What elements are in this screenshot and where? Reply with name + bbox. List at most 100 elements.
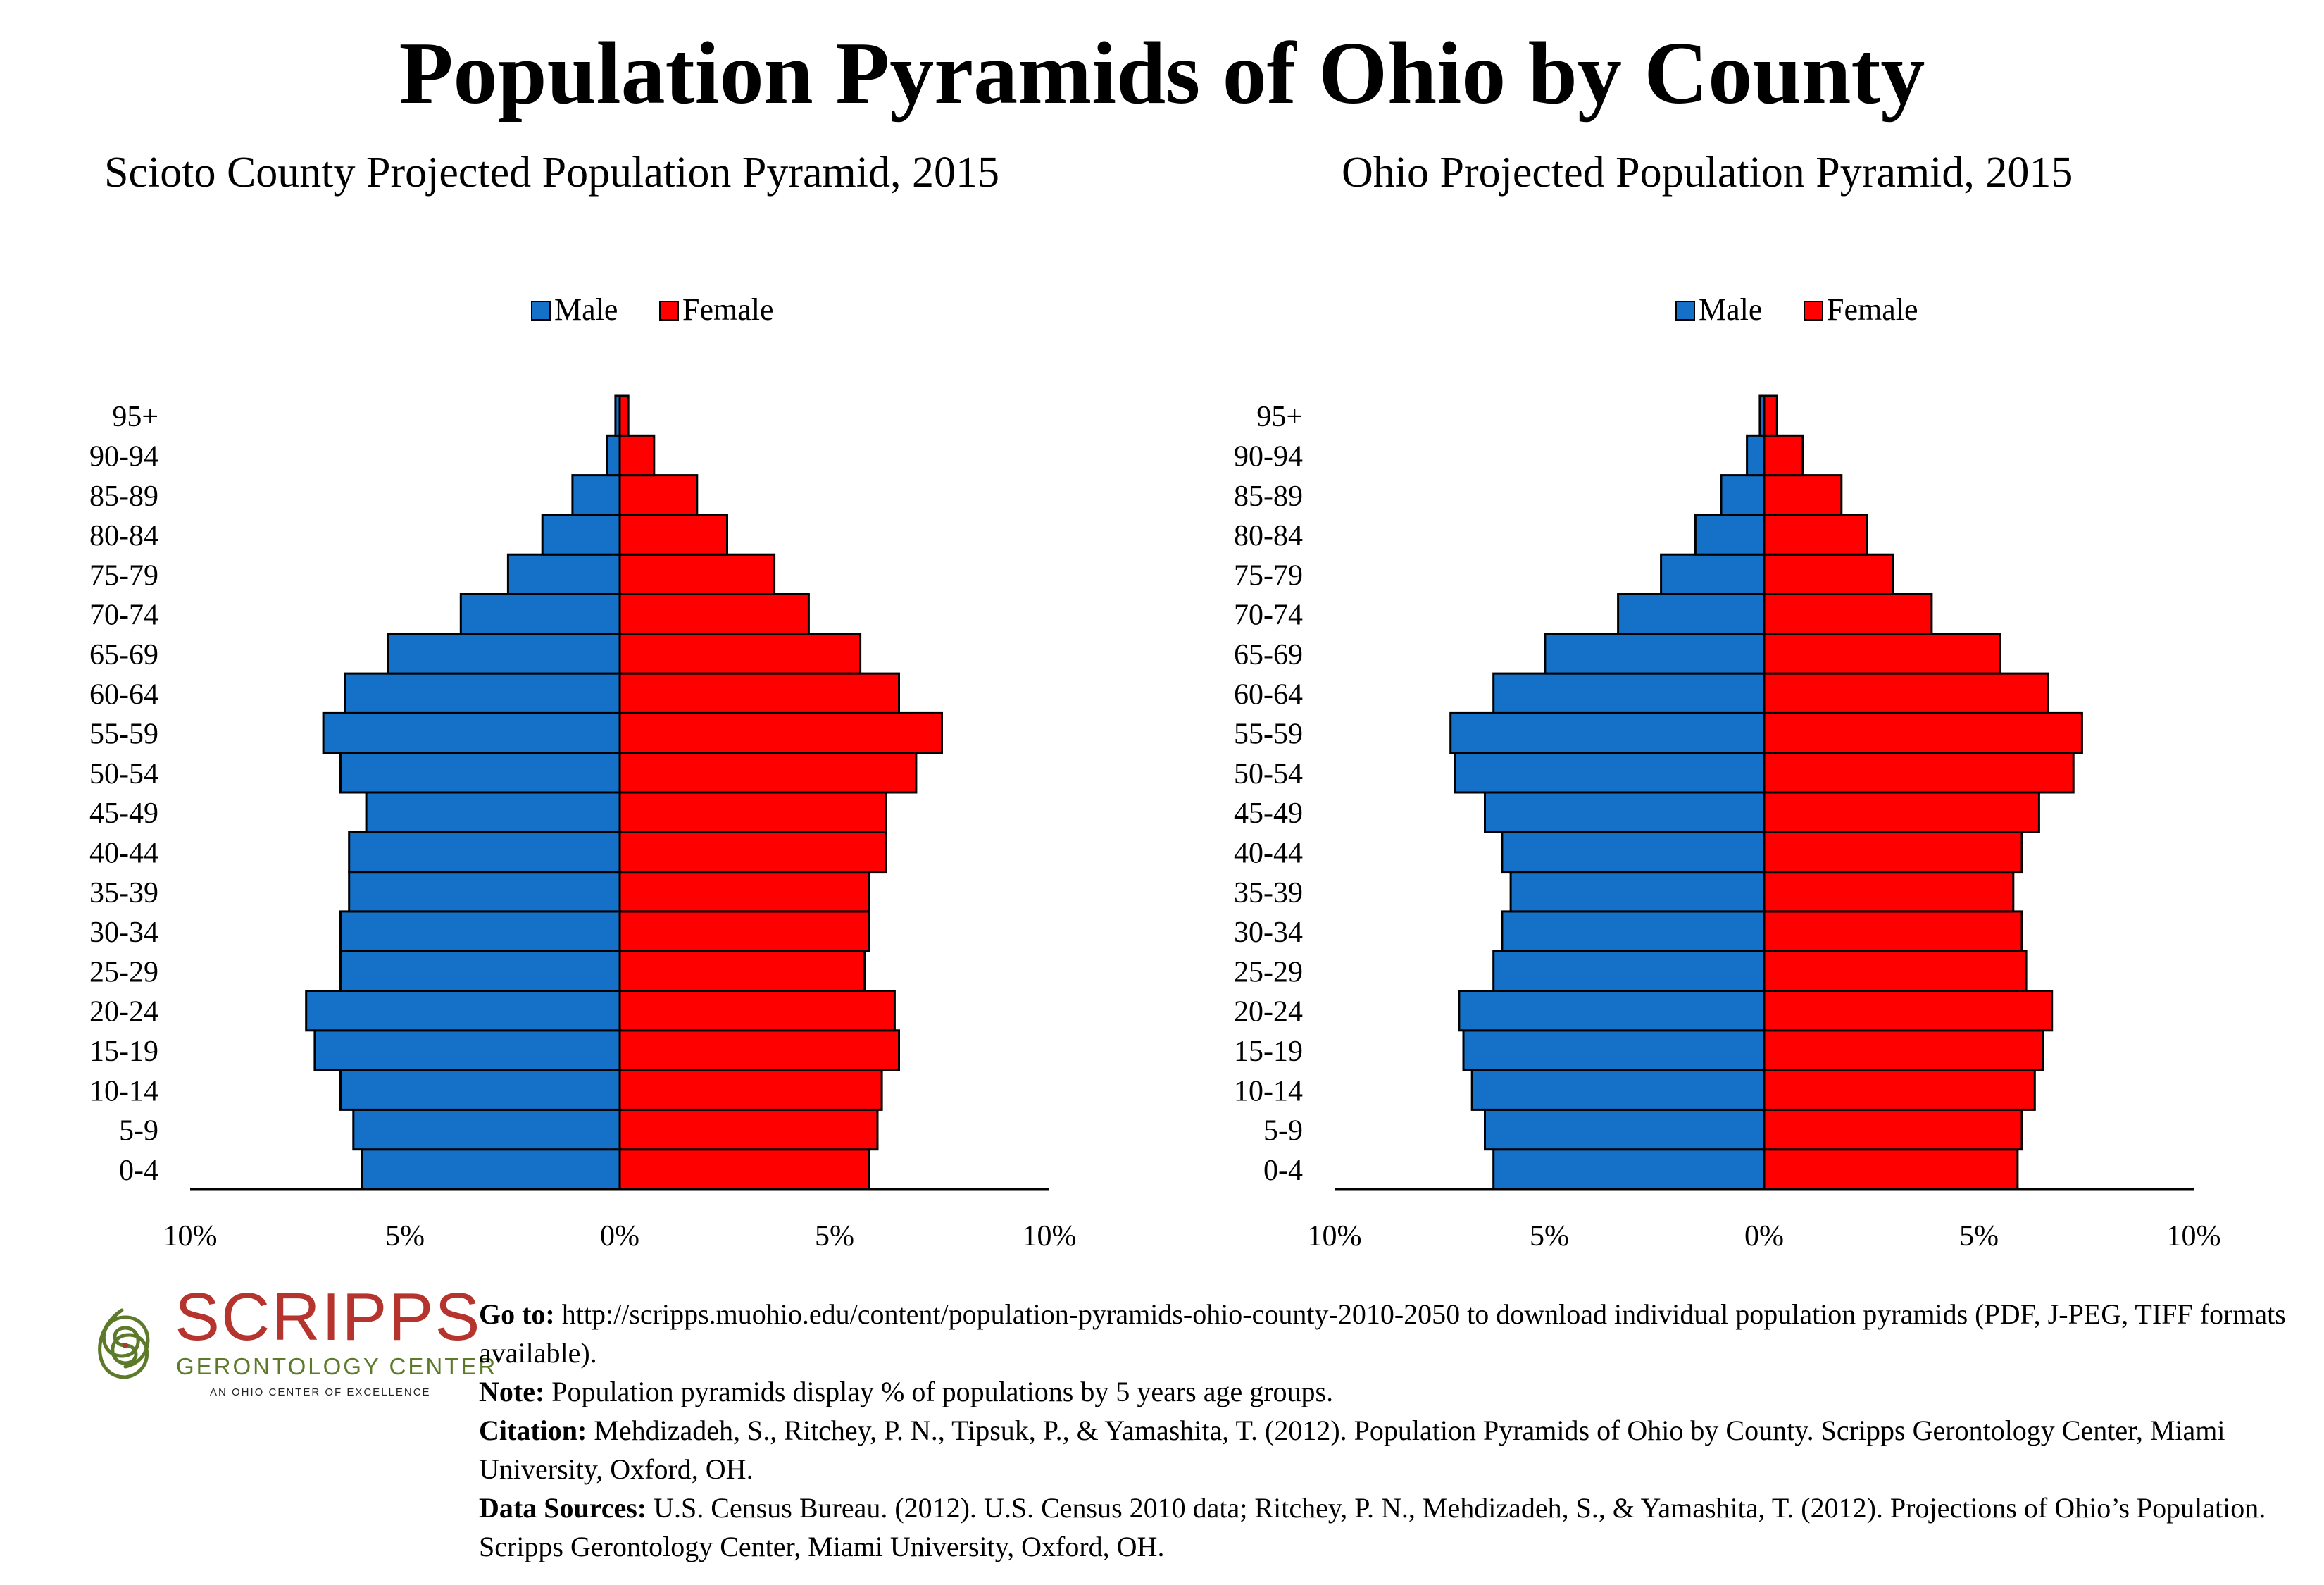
age-label: 15-19 bbox=[1234, 1036, 1303, 1068]
bar-male-85-89 bbox=[1720, 474, 1766, 516]
x-tick-label: 5% bbox=[385, 1220, 425, 1253]
x-tick-label: 5% bbox=[815, 1220, 854, 1253]
age-label: 60-64 bbox=[89, 678, 158, 711]
bar-male-80-84 bbox=[1694, 514, 1766, 556]
logo-wordmark: SCRIPPS bbox=[175, 1279, 482, 1355]
bar-male-0-4 bbox=[1492, 1148, 1766, 1191]
legend-label-male: Male bbox=[554, 292, 618, 327]
bar-male-0-4 bbox=[361, 1148, 621, 1191]
bar-female-90-94 bbox=[618, 434, 656, 477]
bar-female-45-49 bbox=[1763, 791, 2040, 833]
x-tick-label: 10% bbox=[163, 1220, 218, 1253]
bar-female-20-24 bbox=[618, 990, 896, 1032]
sources-line: Data Sources: U.S. Census Bureau. (2012)… bbox=[479, 1488, 2310, 1566]
age-label: 5-9 bbox=[119, 1115, 158, 1148]
chart-title-scioto: Scioto County Projected Population Pyram… bbox=[104, 149, 999, 197]
bar-female-50-54 bbox=[618, 752, 918, 794]
bar-male-75-79 bbox=[1660, 553, 1766, 596]
bar-female-75-79 bbox=[618, 553, 776, 596]
age-label: 85-89 bbox=[1234, 480, 1303, 513]
bar-female-60-64 bbox=[1763, 672, 2049, 714]
age-label: 10-14 bbox=[1234, 1075, 1303, 1107]
sources-text: U.S. Census Bureau. (2012). U.S. Census … bbox=[479, 1492, 2266, 1562]
citation-text: Mehdizadeh, S., Ritchey, P. N., Tipsuk, … bbox=[479, 1415, 2225, 1485]
bar-male-60-64 bbox=[344, 672, 621, 714]
note-label: Note: bbox=[479, 1376, 545, 1407]
bar-female-80-84 bbox=[618, 514, 728, 556]
age-label: 50-54 bbox=[1234, 758, 1303, 790]
legend-label-female: Female bbox=[1827, 292, 1918, 327]
bar-female-30-34 bbox=[1763, 910, 2023, 952]
goto-text: http://scripps.muohio.edu/content/popula… bbox=[479, 1298, 2286, 1369]
bar-female-95+ bbox=[618, 394, 630, 437]
age-label: 30-34 bbox=[1234, 916, 1303, 949]
sources-label: Data Sources: bbox=[479, 1492, 647, 1524]
bar-female-15-19 bbox=[1763, 1029, 2044, 1071]
legend-swatch-female bbox=[1804, 301, 1823, 321]
bar-male-80-84 bbox=[541, 514, 621, 556]
bar-male-45-49 bbox=[365, 791, 621, 833]
age-label: 95+ bbox=[1256, 401, 1303, 433]
bar-male-5-9 bbox=[352, 1108, 621, 1151]
bar-female-10-14 bbox=[1763, 1069, 2036, 1111]
age-label: 40-44 bbox=[89, 837, 158, 869]
bar-female-60-64 bbox=[618, 672, 900, 714]
bar-female-5-9 bbox=[618, 1108, 879, 1151]
age-label: 25-29 bbox=[89, 956, 158, 988]
citation-line: Citation: Mehdizadeh, S., Ritchey, P. N.… bbox=[479, 1411, 2310, 1488]
age-label: 30-34 bbox=[89, 916, 158, 949]
age-label: 75-79 bbox=[1234, 559, 1303, 592]
age-label: 45-49 bbox=[1234, 797, 1303, 830]
bar-female-80-84 bbox=[1763, 514, 1868, 556]
bar-male-60-64 bbox=[1492, 672, 1766, 714]
bar-male-35-39 bbox=[1509, 871, 1766, 913]
age-label: 65-69 bbox=[89, 639, 158, 671]
x-tick-label: 10% bbox=[2167, 1220, 2221, 1253]
note-text: Population pyramids display % of populat… bbox=[551, 1376, 1334, 1407]
bar-male-65-69 bbox=[387, 633, 621, 675]
bar-female-55-59 bbox=[618, 711, 943, 754]
age-label: 35-39 bbox=[1234, 877, 1303, 909]
age-label: 5-9 bbox=[1263, 1115, 1303, 1148]
citation-label: Citation: bbox=[479, 1415, 587, 1446]
bar-male-40-44 bbox=[348, 831, 621, 874]
x-tick-label: 0% bbox=[600, 1220, 639, 1253]
bar-male-25-29 bbox=[339, 950, 621, 992]
bar-female-75-79 bbox=[1763, 553, 1894, 596]
age-label: 0-4 bbox=[1263, 1155, 1303, 1187]
bar-male-20-24 bbox=[1458, 990, 1766, 1032]
note-line: Note: Population pyramids display % of p… bbox=[479, 1372, 2310, 1411]
bar-female-5-9 bbox=[1763, 1108, 2023, 1151]
bar-female-30-34 bbox=[618, 910, 870, 952]
legend-swatch-male bbox=[531, 301, 551, 321]
bar-male-75-79 bbox=[506, 553, 621, 596]
x-tick-label: 0% bbox=[1744, 1220, 1784, 1253]
x-tick-label: 10% bbox=[1023, 1220, 1077, 1253]
age-label: 95+ bbox=[112, 401, 158, 433]
bar-female-90-94 bbox=[1763, 434, 1804, 477]
pyramid-0: 0-4 5-9 10-14 15-19 20-24 25-29 30-34 35-39 40-4… bbox=[89, 292, 1077, 1253]
bar-male-70-74 bbox=[459, 593, 621, 635]
bar-female-0-4 bbox=[618, 1148, 870, 1191]
age-label: 80-84 bbox=[1234, 520, 1303, 552]
chart-title-ohio: Ohio Projected Population Pyramid, 2015 bbox=[1342, 149, 2073, 197]
bar-female-85-89 bbox=[1763, 474, 1843, 516]
bar-female-35-39 bbox=[1763, 871, 2015, 913]
bar-female-50-54 bbox=[1763, 752, 2075, 794]
bar-male-55-59 bbox=[322, 711, 621, 754]
bar-female-10-14 bbox=[618, 1069, 883, 1111]
age-label: 85-89 bbox=[89, 480, 158, 513]
age-label: 20-24 bbox=[1234, 996, 1303, 1028]
bar-female-15-19 bbox=[618, 1029, 900, 1071]
bar-female-65-69 bbox=[1763, 633, 2001, 675]
bar-female-65-69 bbox=[618, 633, 862, 675]
age-label: 70-74 bbox=[1234, 599, 1303, 632]
bar-male-20-24 bbox=[305, 990, 621, 1032]
x-tick-label: 5% bbox=[1959, 1220, 1999, 1253]
age-label: 40-44 bbox=[1234, 837, 1303, 869]
bar-male-70-74 bbox=[1617, 593, 1766, 635]
age-label: 75-79 bbox=[89, 559, 158, 592]
age-label: 90-94 bbox=[1234, 440, 1303, 473]
bar-male-15-19 bbox=[1462, 1029, 1766, 1071]
x-tick-label: 10% bbox=[1308, 1220, 1362, 1253]
